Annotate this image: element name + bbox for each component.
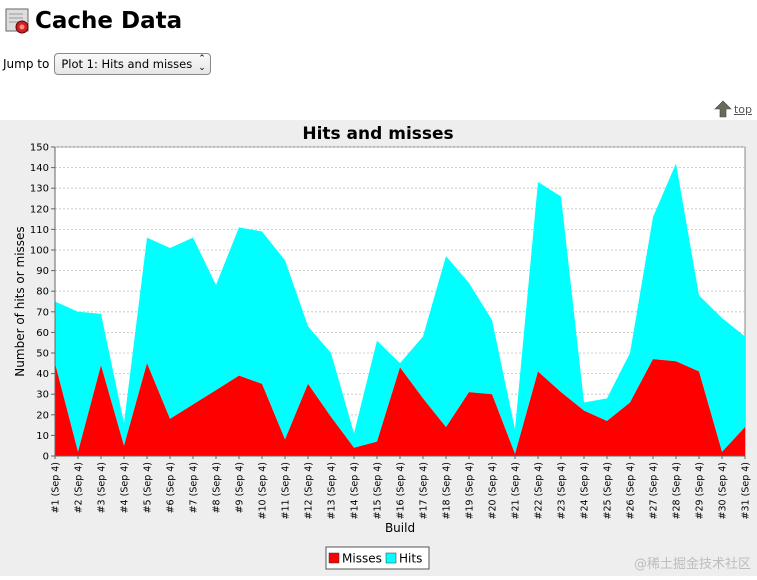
x-tick-label: #14 (Sep 4) — [350, 462, 361, 519]
y-tick-label: 20 — [36, 410, 49, 421]
legend-label: Hits — [399, 552, 422, 566]
y-tick-label: 140 — [30, 163, 49, 174]
x-tick-label: #6 (Sep 4) — [166, 462, 177, 513]
jump-row: Jump to Plot 1: Hits and misses ⌃ ⌄ — [3, 53, 211, 75]
x-axis: #1 (Sep 4) #2 (Sep 4) #3 (Sep 4) #4 (Sep 4)… — [51, 455, 752, 519]
x-tick-label: #9 (Sep 4) — [235, 462, 246, 513]
x-tick-label: #2 (Sep 4) — [74, 462, 85, 513]
x-tick-label: #12 (Sep 4) — [304, 462, 315, 519]
x-tick-label: #17 (Sep 4) — [419, 462, 430, 519]
x-tick-label: #10 (Sep 4) — [258, 462, 269, 519]
y-tick-label: 100 — [30, 246, 49, 257]
x-tick-label: #20 (Sep 4) — [488, 462, 499, 519]
y-tick-label: 150 — [30, 143, 49, 154]
jump-label: Jump to — [3, 57, 50, 71]
y-tick-label: 70 — [36, 307, 49, 318]
legend: Misses Hits — [325, 546, 430, 570]
x-tick-label: #30 (Sep 4) — [718, 462, 729, 519]
y-tick-label: 60 — [36, 328, 49, 339]
x-tick-label: #31 (Sep 4) — [741, 462, 752, 519]
x-tick-label: #27 (Sep 4) — [649, 462, 660, 519]
y-tick-label: 80 — [36, 287, 49, 298]
x-axis-label: Build — [385, 521, 415, 535]
up-arrow-icon[interactable] — [714, 100, 732, 118]
plot-select[interactable]: Plot 1: Hits and misses ⌃ ⌄ — [54, 53, 211, 75]
y-axis: 0 10 20 30 40 50 60 70 80 90 100 110 120 130 140 150 — [30, 143, 56, 463]
x-tick-label: #4 (Sep 4) — [120, 462, 131, 513]
x-tick-label: #26 (Sep 4) — [626, 462, 637, 519]
y-tick-label: 120 — [30, 204, 49, 215]
x-tick-label: #7 (Sep 4) — [189, 462, 200, 513]
page-title: Cache Data — [35, 8, 183, 34]
x-tick-label: #24 (Sep 4) — [580, 462, 591, 519]
x-tick-label: #28 (Sep 4) — [672, 462, 683, 519]
y-axis-label: Number of hits or misses — [13, 226, 27, 376]
cache-data-icon — [5, 8, 29, 34]
x-tick-label: #8 (Sep 4) — [212, 462, 223, 513]
watermark: @稀土掘金技术社区 — [633, 557, 751, 572]
hits-area — [55, 163, 745, 454]
x-tick-label: #22 (Sep 4) — [534, 462, 545, 519]
top-link-row: top — [714, 100, 752, 118]
x-tick-label: #29 (Sep 4) — [695, 462, 706, 519]
x-tick-label: #21 (Sep 4) — [511, 462, 522, 519]
chart-panel: Hits and misses 0 10 20 30 40 50 60 70 80 90 100 11… — [0, 120, 757, 576]
misses-area — [55, 359, 745, 456]
y-tick-label: 10 — [36, 431, 49, 442]
y-tick-label: 50 — [36, 349, 49, 360]
chart-title: Hits and misses — [302, 124, 453, 144]
page-header: Cache Data — [5, 5, 182, 37]
legend-box — [325, 546, 430, 570]
y-tick-label: 0 — [43, 452, 49, 463]
x-tick-label: #23 (Sep 4) — [557, 462, 568, 519]
x-tick-label: #25 (Sep 4) — [603, 462, 614, 519]
x-tick-label: #3 (Sep 4) — [97, 462, 108, 513]
updown-chevron-icon: ⌃ ⌄ — [198, 54, 206, 73]
top-link[interactable]: top — [733, 102, 752, 116]
y-tick-label: 40 — [36, 369, 49, 380]
hits-and-misses-chart: Hits and misses 0 10 20 30 40 50 60 70 80 90 100 11… — [0, 120, 757, 576]
legend-swatch — [328, 552, 340, 564]
y-tick-label: 30 — [36, 390, 49, 401]
x-tick-label: #19 (Sep 4) — [465, 462, 476, 519]
legend-swatch — [385, 552, 397, 564]
y-tick-label: 130 — [30, 184, 49, 195]
area-series — [55, 163, 745, 456]
x-tick-label: #1 (Sep 4) — [51, 462, 62, 513]
legend-label: Misses — [342, 552, 382, 566]
x-tick-label: #11 (Sep 4) — [281, 462, 292, 519]
y-tick-label: 90 — [36, 266, 49, 277]
x-tick-label: #15 (Sep 4) — [373, 462, 384, 519]
x-tick-label: #16 (Sep 4) — [396, 462, 407, 519]
plot-select-value: Plot 1: Hits and misses — [61, 57, 193, 71]
y-tick-label: 110 — [30, 225, 49, 236]
x-tick-label: #5 (Sep 4) — [143, 462, 154, 513]
x-tick-label: #18 (Sep 4) — [442, 462, 453, 519]
x-tick-label: #13 (Sep 4) — [327, 462, 338, 519]
